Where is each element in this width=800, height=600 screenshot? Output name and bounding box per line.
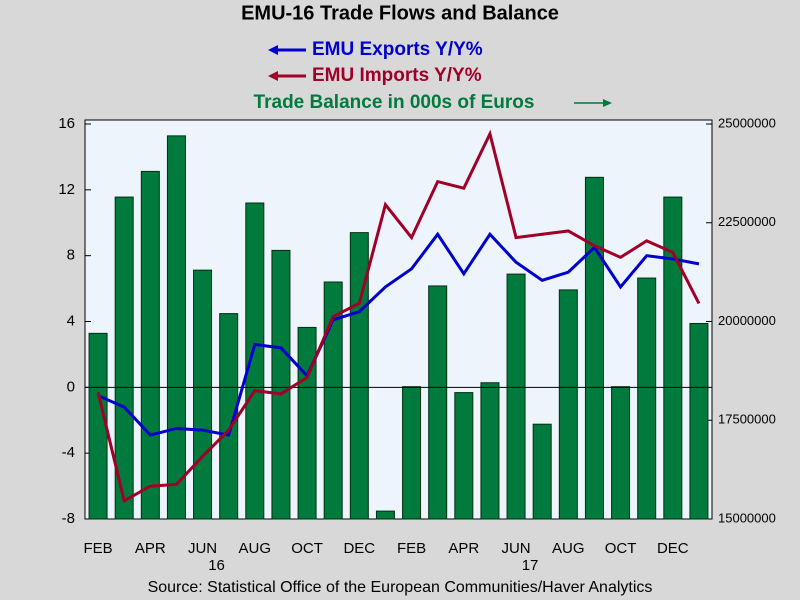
x-tick-label: JUN [188, 540, 217, 557]
y2-tick-label: 20000000 [718, 313, 776, 328]
y2-tick-label: 15000000 [718, 510, 776, 525]
bar [611, 386, 631, 520]
legend-arrowhead [268, 45, 278, 55]
x-tick-label: OCT [291, 540, 323, 557]
x-tick-label: APR [448, 540, 479, 557]
bar [663, 196, 683, 520]
chart-title: EMU-16 Trade Flows and Balance [241, 2, 559, 24]
bar [428, 285, 448, 520]
y2-tick-label: 22500000 [718, 214, 776, 229]
bar [584, 176, 604, 520]
bar [323, 281, 343, 520]
year-label: 16 [208, 557, 225, 574]
line [97, 231, 700, 437]
bar [480, 382, 500, 520]
x-tick-label: APR [135, 540, 166, 557]
bar [88, 332, 108, 520]
x-tick-label: OCT [605, 540, 637, 557]
bar [271, 249, 291, 520]
y-tick-label: 8 [67, 247, 75, 264]
y-tick-label: -4 [62, 444, 75, 461]
bar [297, 326, 317, 520]
bar [637, 277, 657, 520]
x-tick-label: DEC [657, 540, 689, 557]
bar [558, 289, 578, 520]
x-tick-label: AUG [552, 540, 585, 557]
x-tick-label: FEB [397, 540, 426, 557]
y2-tick-label: 17500000 [718, 412, 776, 427]
legend-label: EMU Exports Y/Y% [312, 39, 483, 60]
legend-label: EMU Imports Y/Y% [312, 65, 482, 86]
bar [506, 273, 526, 520]
y-tick-label: 4 [67, 312, 75, 329]
y-tick-label: 0 [67, 378, 75, 395]
x-tick-label: DEC [343, 540, 375, 557]
bar [532, 423, 552, 520]
x-tick-label: AUG [239, 540, 272, 557]
line [96, 129, 701, 504]
legend-label: Trade Balance in 000s of Euros [254, 92, 535, 113]
y-tick-label: 12 [58, 181, 75, 198]
bar [193, 269, 213, 520]
x-tick-label: JUN [501, 540, 530, 557]
bar [402, 386, 422, 520]
bar [454, 392, 474, 520]
y-tick-label: 16 [58, 115, 75, 132]
y-tick-label: -8 [62, 510, 75, 527]
plot-area [84, 119, 713, 520]
legend-arrowhead [603, 99, 612, 107]
year-label: 17 [522, 557, 539, 574]
y2-tick-label: 25000000 [718, 115, 776, 130]
bar [689, 322, 709, 520]
bar [375, 510, 395, 520]
bar [166, 135, 186, 520]
x-tick-label: FEB [83, 540, 112, 557]
bar [114, 196, 134, 520]
source: Source: Statistical Office of the Europe… [148, 579, 653, 596]
bar [245, 202, 265, 520]
legend-arrowhead [268, 71, 278, 81]
bar [140, 170, 160, 520]
